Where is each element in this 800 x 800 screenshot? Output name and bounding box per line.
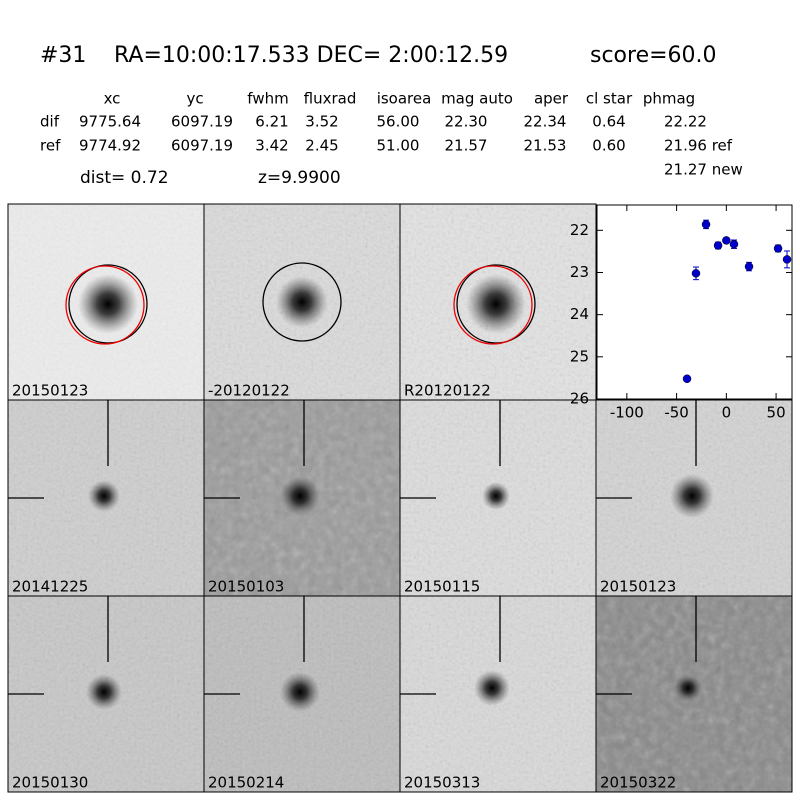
aperture-ref <box>453 265 533 345</box>
point <box>773 244 783 253</box>
z: z=9.9900 <box>258 168 341 188</box>
source <box>482 482 510 510</box>
source <box>88 480 120 512</box>
source <box>280 476 320 516</box>
cell: 56.00 <box>377 113 420 131</box>
stamp-label: 20150130 <box>12 774 88 792</box>
x-tick-label: -100 <box>610 404 644 422</box>
dist: dist= 0.72 <box>80 168 169 188</box>
stamp-label: 20150313 <box>404 774 480 792</box>
point <box>682 374 692 384</box>
column-header: phmag <box>643 90 695 108</box>
source <box>280 672 320 712</box>
x-tick-label: 0 <box>722 404 732 422</box>
cell: 6.21 <box>255 113 288 131</box>
table: xc yc fwhm fluxrad isoarea mag auto aper cl sta… <box>40 90 733 155</box>
plot-bg <box>596 204 793 400</box>
source <box>86 674 122 710</box>
stamp-label: R20120122 <box>404 382 491 400</box>
stamps: 20150123 -20120122 R20120122 20141225 201501… <box>7 203 793 793</box>
source <box>674 674 702 702</box>
cell: 3.42 <box>255 137 288 155</box>
stamp-label: -20120122 <box>208 382 290 400</box>
column-header: yc <box>186 90 203 108</box>
cell: 0.60 <box>592 137 625 155</box>
y-tick-label: 23 <box>570 263 589 281</box>
point <box>782 255 792 264</box>
aperture <box>456 264 536 344</box>
point <box>701 220 711 229</box>
stamp-label: 20150123 <box>600 578 676 596</box>
column-header: fwhm <box>247 90 288 108</box>
cell: 21.57 <box>445 137 488 155</box>
cell: 21.96 ref <box>664 137 733 155</box>
y-tick-label: 26 <box>570 390 589 408</box>
column-header: mag auto <box>441 90 513 108</box>
cell: 0.64 <box>592 113 625 131</box>
source <box>466 274 526 334</box>
aperture <box>262 262 342 342</box>
y-tick-label: 24 <box>570 305 589 323</box>
stamp-label: 20150103 <box>208 578 284 596</box>
cell: 6097.19 <box>171 137 233 155</box>
object-id: #31 <box>40 43 86 68</box>
cell: 22.22 <box>664 113 707 131</box>
x-tick-label: -50 <box>664 404 689 422</box>
row-name: dif <box>40 113 60 131</box>
cell: 2.45 <box>305 137 338 155</box>
source <box>78 274 138 334</box>
source <box>276 276 328 328</box>
aperture <box>68 264 148 344</box>
light-curve: 22 23 24 25 26 -100 -50 0 50 <box>570 204 793 422</box>
row-name: ref <box>40 137 61 155</box>
cell: 9774.92 <box>79 137 141 155</box>
stamp-frame <box>595 595 793 793</box>
point <box>729 239 739 249</box>
point <box>691 269 701 278</box>
column-header: xc <box>104 90 121 108</box>
column-header: cl star <box>586 90 633 108</box>
aperture-ref <box>65 265 145 345</box>
point <box>722 236 731 245</box>
source <box>474 670 510 706</box>
column-header: isoarea <box>377 90 432 108</box>
y-tick-label: 22 <box>570 221 589 239</box>
cell: 21.53 <box>524 137 567 155</box>
cell: 6097.19 <box>171 113 233 131</box>
stamp-label: 20141225 <box>12 578 88 596</box>
stamp-label: 20150322 <box>600 774 676 792</box>
column-header: fluxrad <box>304 90 357 108</box>
cell: 22.30 <box>445 113 488 131</box>
score: score=60.0 <box>590 43 717 68</box>
coords: RA=10:00:17.533 DEC= 2:00:12.59 <box>114 43 508 68</box>
phmag-new: 21.27 new <box>664 161 743 179</box>
stamp-label: 20150123 <box>12 382 88 400</box>
stamp-label: 20150115 <box>404 578 480 596</box>
cell: 9775.64 <box>79 113 141 131</box>
cell: 51.00 <box>377 137 420 155</box>
column-header: aper <box>534 90 569 108</box>
point <box>713 241 723 250</box>
y-tick-label: 25 <box>570 347 589 365</box>
stamp-label: 20150214 <box>208 774 284 792</box>
x-tick-label: 50 <box>767 404 786 422</box>
point <box>744 262 754 271</box>
source <box>670 474 714 518</box>
cell: 22.34 <box>524 113 567 131</box>
cell: 3.52 <box>305 113 338 131</box>
